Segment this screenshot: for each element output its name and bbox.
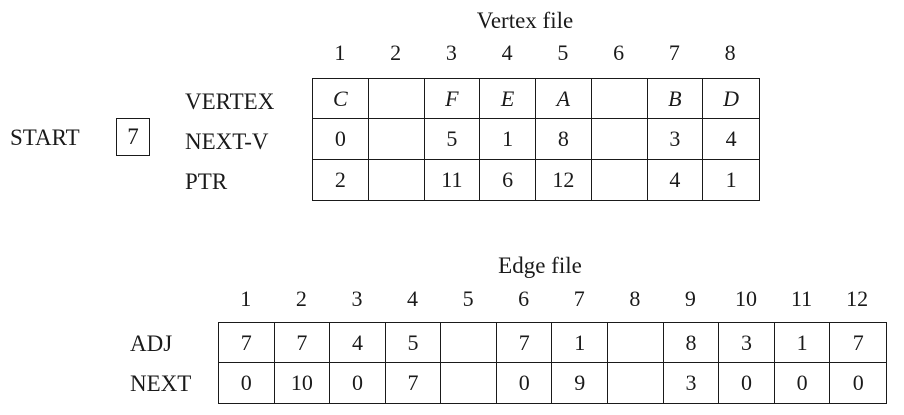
vertex-file-table: C F E A B D 0 5 1 8 3 4 2 11 6 12 4 1 (312, 78, 760, 201)
column-index: 8 (629, 286, 641, 311)
table-cell: B (647, 79, 704, 120)
row-label: ADJ (130, 331, 173, 356)
table-cell: 1 (480, 119, 536, 160)
table-cell: 0 (775, 363, 831, 403)
table-cell (591, 119, 648, 160)
column-index: 4 (501, 40, 513, 65)
column-index: 1 (240, 286, 252, 311)
column-index: 7 (573, 286, 585, 311)
edge-file-title: Edge file (498, 253, 582, 278)
table-cell: 2 (313, 159, 369, 200)
table-cell: F (424, 79, 481, 120)
table-cell: 1 (725, 166, 737, 192)
table-cell: 4 (330, 323, 386, 363)
table-cell: 0 (313, 119, 369, 160)
table-cell: 5 (424, 119, 481, 160)
table-cell: 7 (386, 363, 442, 403)
table-cell: 7 (219, 323, 275, 363)
column-index: 6 (613, 40, 625, 65)
start-label: START (10, 125, 80, 150)
column-index: 2 (390, 40, 402, 65)
row-label: PTR (185, 169, 228, 194)
table-cell: 1 (774, 323, 831, 363)
table-cell (608, 363, 664, 403)
table-cell: 6 (480, 159, 536, 200)
table-cell: 0 (719, 363, 775, 403)
column-index: 11 (790, 286, 813, 311)
column-index: 4 (407, 286, 419, 311)
column-index: 5 (557, 40, 569, 65)
table-cell: 8 (536, 119, 592, 160)
edge-file-table: 7 7 4 5 7 1 8 3 1 7 0 10 0 7 0 9 3 0 0 0 (218, 322, 887, 404)
table-cell: 3 (664, 363, 720, 403)
table-cell (608, 323, 664, 363)
column-index: 2 (295, 286, 307, 311)
column-index: 6 (518, 286, 530, 311)
table-cell: 4 (703, 119, 759, 160)
table-cell: 0 (330, 363, 386, 403)
table-cell: 7 (830, 323, 886, 363)
table-cell: 11 (425, 159, 481, 200)
table-cell (591, 79, 648, 120)
table-cell (441, 363, 497, 403)
column-index: 3 (445, 40, 457, 65)
table-cell (368, 119, 425, 160)
table-cell: 7 (274, 323, 331, 363)
start-pointer-box: 7 (116, 118, 150, 156)
table-cell: C (313, 79, 369, 120)
column-index: 1 (334, 40, 346, 65)
row-label: NEXT-V (185, 129, 269, 154)
table-cell: 0 (852, 370, 864, 395)
row-label: NEXT (130, 371, 192, 396)
table-cell: 3 (719, 323, 775, 363)
column-index: 12 (846, 286, 869, 311)
table-cell: D (703, 79, 759, 120)
table-cell (592, 159, 648, 200)
vertex-file-title: Vertex file (476, 8, 574, 33)
table-cell: 4 (648, 159, 704, 200)
column-index: 3 (351, 286, 363, 311)
table-cell: 0 (497, 363, 553, 403)
column-index: 10 (735, 286, 757, 311)
column-index: 9 (684, 286, 696, 311)
column-index: 7 (668, 40, 680, 65)
table-cell: 12 (536, 159, 592, 200)
table-cell (368, 79, 425, 120)
table-cell: 5 (385, 323, 442, 363)
column-index: 8 (724, 40, 736, 65)
table-cell (441, 323, 497, 363)
table-cell: E (480, 79, 536, 120)
table-cell: A (536, 79, 592, 120)
table-cell: 9 (552, 363, 609, 403)
column-index: 5 (462, 286, 474, 311)
table-cell (369, 159, 425, 200)
table-cell: 7 (496, 323, 553, 363)
table-cell: 8 (663, 323, 720, 363)
table-cell: 10 (275, 363, 331, 403)
table-cell: 0 (219, 363, 275, 403)
row-label: VERTEX (185, 89, 275, 114)
table-cell: 1 (552, 323, 609, 363)
table-cell: 3 (647, 119, 704, 160)
